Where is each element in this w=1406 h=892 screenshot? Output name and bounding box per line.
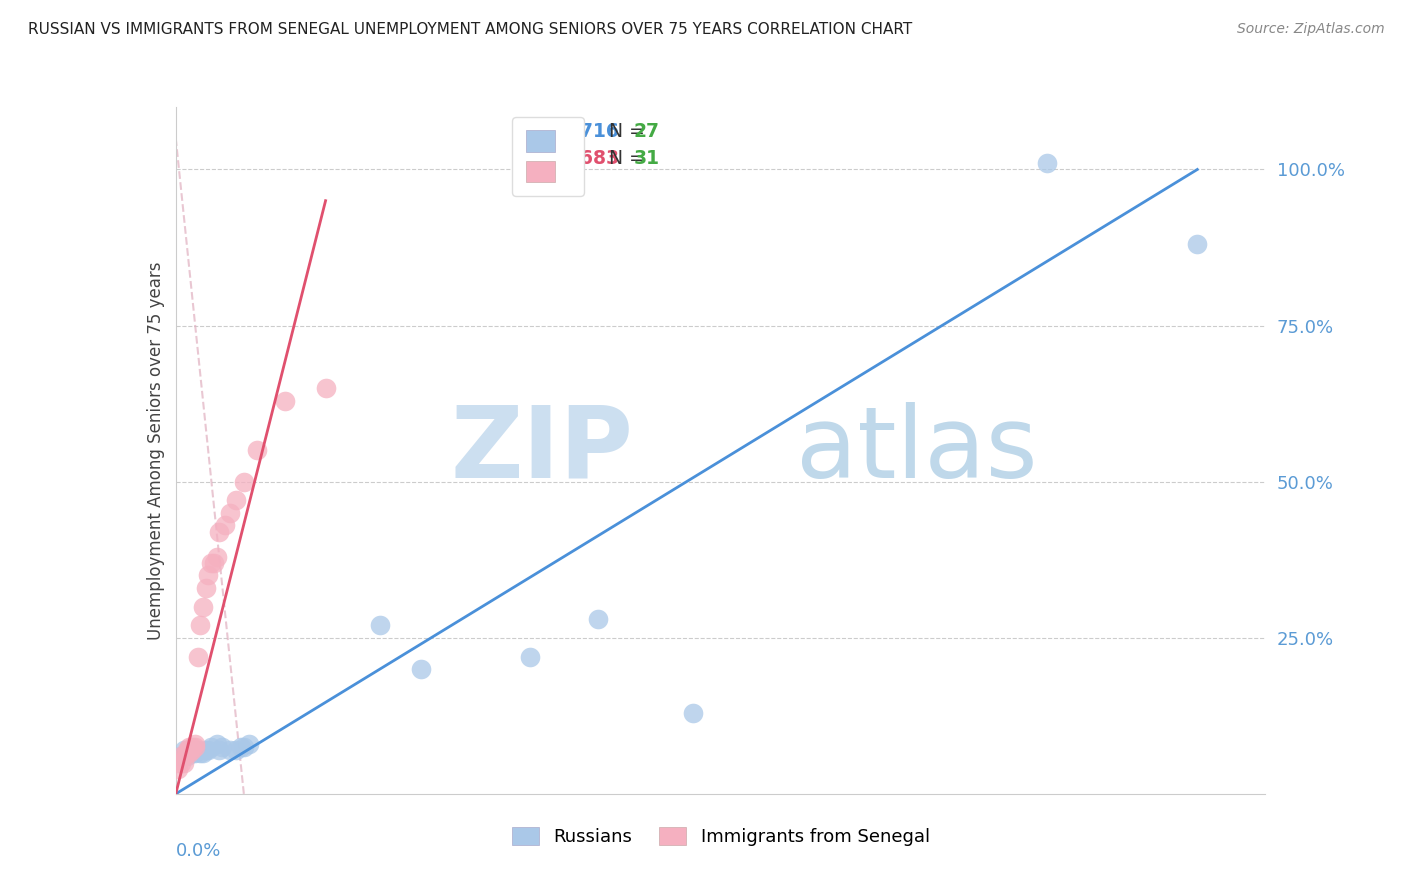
Point [197,568,219,582]
Point [173,743,195,757]
Point [194,743,217,757]
Point [170,749,193,764]
Point [208,743,231,757]
Point [200,740,222,755]
Point [179,743,201,757]
Y-axis label: Unemployment Among Seniors over 75 years: Unemployment Among Seniors over 75 years [146,261,165,640]
Point [173,756,195,770]
Text: 0.0%: 0.0% [176,842,221,860]
Point [586,612,609,626]
Point [170,749,193,764]
Point [179,743,201,757]
Point [200,556,222,570]
Point [191,599,214,614]
Point [167,756,190,770]
Point [231,740,253,755]
Point [179,746,201,760]
Point [188,618,211,632]
Point [274,393,297,408]
Text: R =: R = [519,149,560,168]
Point [208,524,231,539]
Point [232,740,254,755]
Point [238,737,260,751]
Point [197,743,219,757]
Point [186,743,209,757]
Text: atlas: atlas [796,402,1038,499]
Point [211,740,233,755]
Point [1187,237,1209,252]
Point [202,556,225,570]
Point [181,740,204,755]
Text: 0.683: 0.683 [561,149,620,168]
Text: Source: ZipAtlas.com: Source: ZipAtlas.com [1237,22,1385,37]
Point [176,749,198,764]
Point [170,756,193,770]
Point [225,743,247,757]
Text: N =: N = [598,149,651,168]
Point [181,746,204,760]
Point [225,493,247,508]
Point [205,737,228,751]
Point [184,737,207,751]
Point [167,762,190,776]
Point [176,743,198,757]
Text: R =: R = [519,121,560,141]
Point [519,649,541,664]
Point [682,706,704,720]
Point [191,746,214,760]
Point [184,740,207,755]
Point [1036,156,1059,170]
Text: 31: 31 [633,149,659,168]
Point [219,743,242,757]
Point [179,740,201,755]
Point [176,746,198,760]
Text: 0.716: 0.716 [561,121,619,141]
Text: ZIP: ZIP [450,402,633,499]
Point [184,746,207,760]
Point [181,743,204,757]
Text: N =: N = [598,121,651,141]
Text: 27: 27 [633,121,659,141]
Point [409,662,432,676]
Point [173,749,195,764]
Point [368,618,391,632]
Point [188,746,211,760]
Point [205,549,228,564]
Point [246,443,269,458]
Point [194,581,217,595]
Point [214,518,236,533]
Point [232,475,254,489]
Point [186,649,209,664]
Point [315,381,337,395]
Legend: Russians, Immigrants from Senegal: Russians, Immigrants from Senegal [505,820,936,854]
Text: RUSSIAN VS IMMIGRANTS FROM SENEGAL UNEMPLOYMENT AMONG SENIORS OVER 75 YEARS CORR: RUSSIAN VS IMMIGRANTS FROM SENEGAL UNEMP… [28,22,912,37]
Point [219,506,242,520]
